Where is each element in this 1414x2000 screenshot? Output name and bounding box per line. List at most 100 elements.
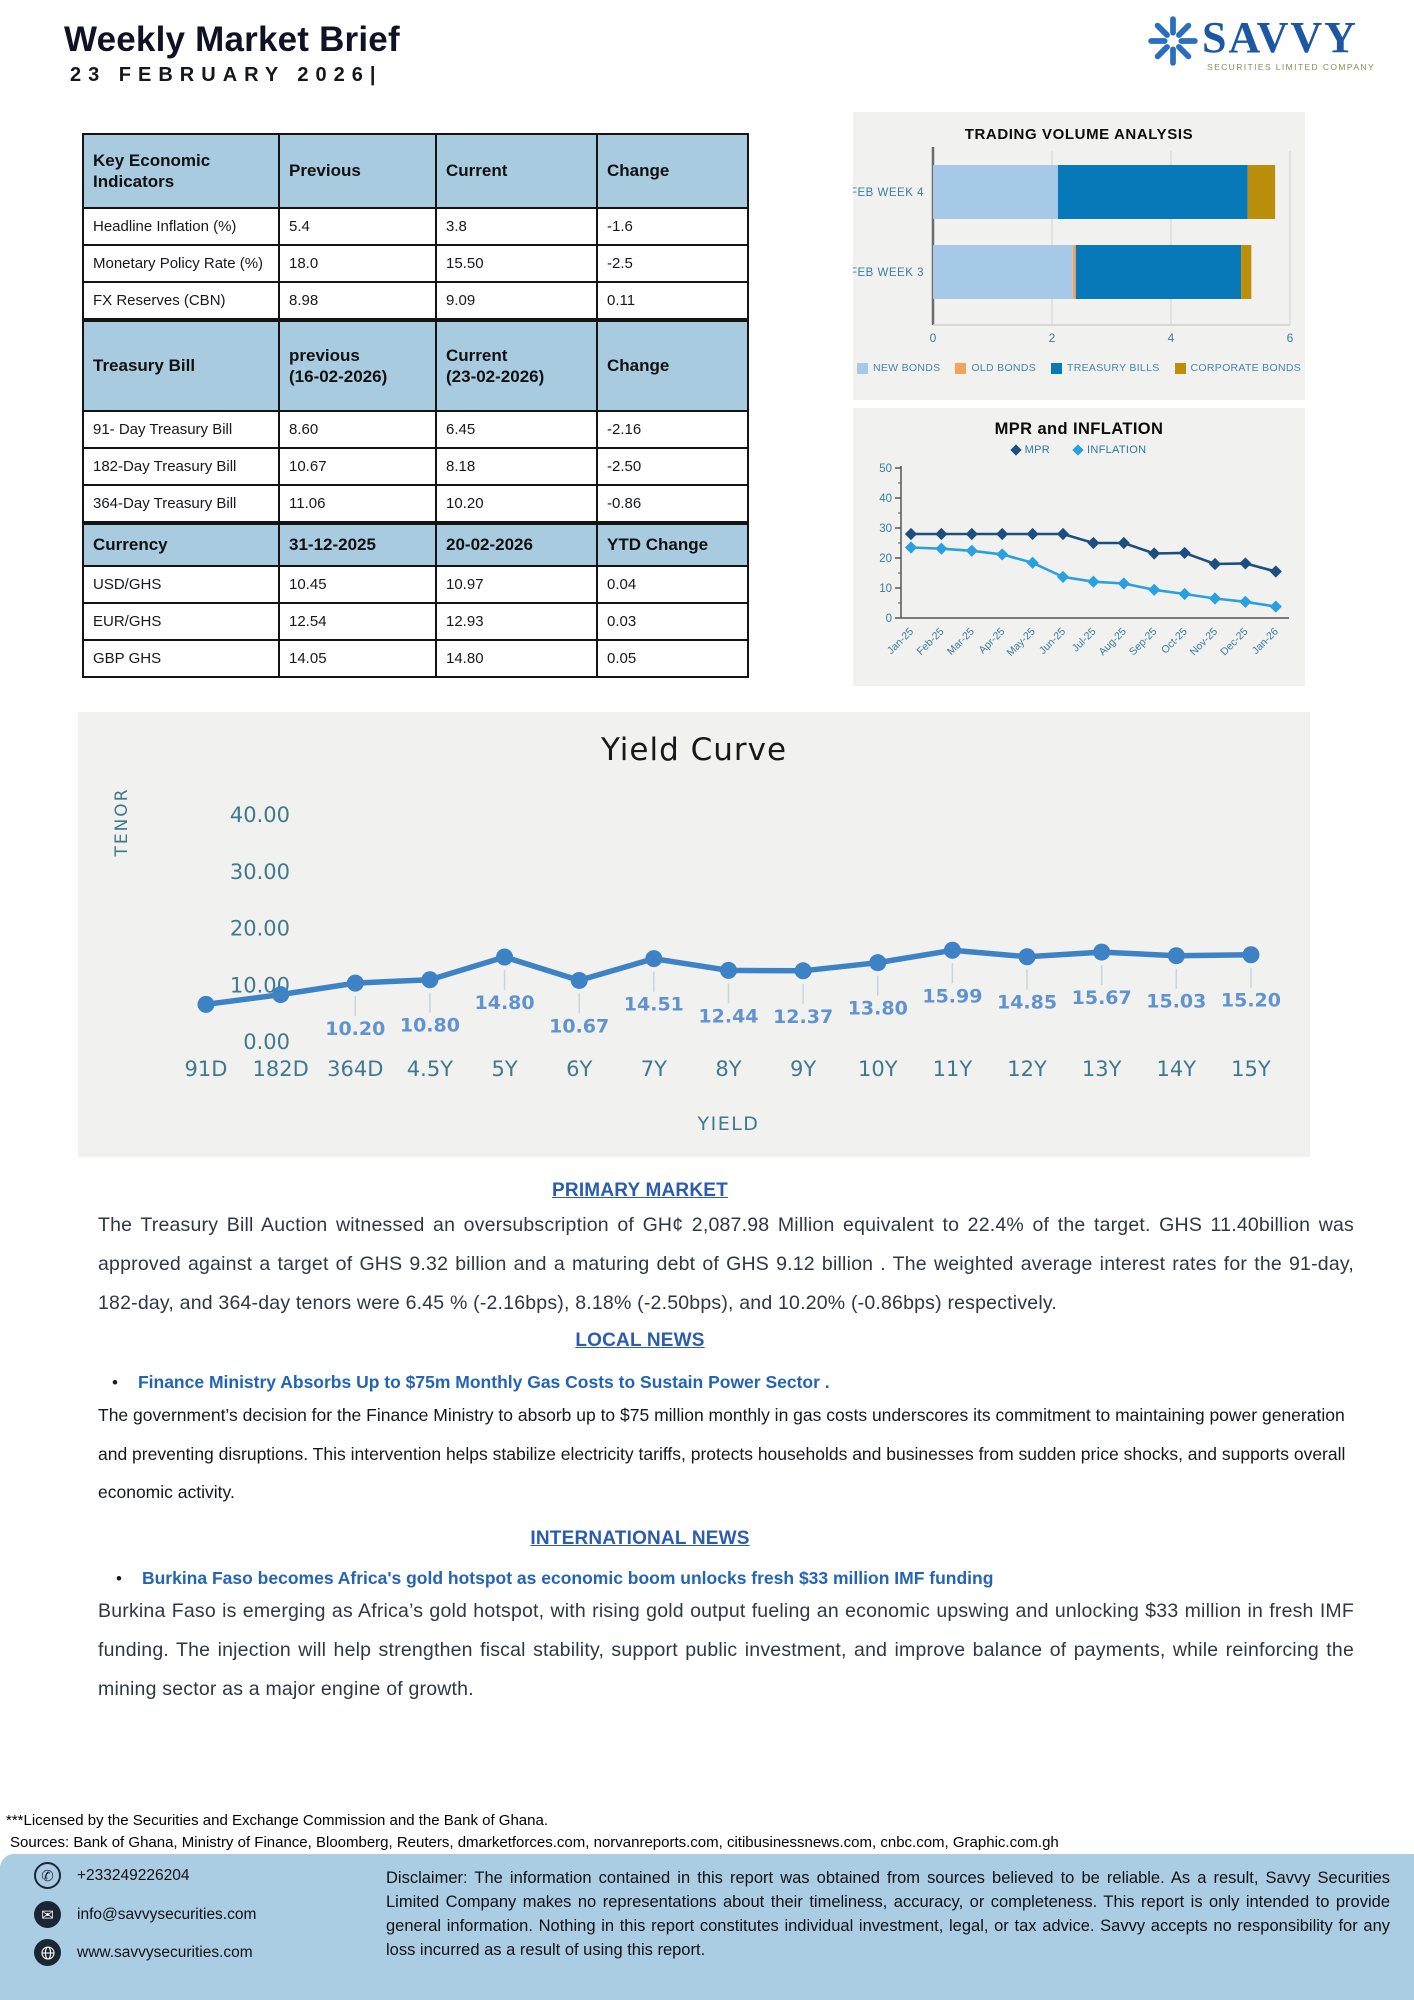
table-cell: 14.05 <box>278 639 437 678</box>
legend-swatch <box>1051 362 1062 374</box>
svg-text:12.37: 12.37 <box>773 1006 833 1028</box>
table-cell: 3.8 <box>435 207 598 246</box>
svg-text:182D: 182D <box>253 1057 309 1081</box>
table-row: 364-Day Treasury Bill 11.06 10.20 -0.86 <box>82 484 749 523</box>
table-header-cell: YTD Change <box>596 523 749 567</box>
bullet-icon: • <box>112 1373 118 1392</box>
trading-volume-svg: FEB WEEK 4 FEB WEEK 3 0 2 4 6 <box>853 147 1294 345</box>
primary-market-body: The Treasury Bill Auction witnessed an o… <box>98 1214 1354 1314</box>
yield-curve-chart: Yield Curve TENOR 0.00 10.00 20.00 30.00 40.… <box>78 712 1310 1157</box>
table-header-cell: Current <box>435 133 598 209</box>
svg-text:Mar-25: Mar-25 <box>945 626 977 658</box>
svg-text:14.80: 14.80 <box>475 992 535 1014</box>
svg-text:40: 40 <box>879 493 892 505</box>
svg-text:10.20: 10.20 <box>325 1018 385 1040</box>
svg-text:15Y: 15Y <box>1231 1057 1271 1081</box>
table-cell: 11.06 <box>278 484 437 523</box>
chart-title: Yield Curve <box>600 732 788 768</box>
chart-legend: MPR INFLATION <box>853 444 1305 456</box>
table-cell: 6.45 <box>435 410 598 449</box>
table-cell: 0.04 <box>596 565 749 604</box>
legend-label: TREASURY BILLS <box>1067 362 1160 374</box>
asterisk-logo-icon <box>1148 16 1198 66</box>
legend-swatch <box>856 362 868 374</box>
table-cell: 8.60 <box>278 410 437 449</box>
svg-text:15.67: 15.67 <box>1072 987 1132 1009</box>
svg-text:6: 6 <box>1287 331 1294 345</box>
table-cell: -2.50 <box>596 447 749 486</box>
table-row: EUR/GHS 12.54 12.93 0.03 <box>82 602 749 641</box>
table-header-cell: 20-02-2026 <box>435 523 598 567</box>
table-header-cell: Previous <box>278 133 437 209</box>
svg-text:13Y: 13Y <box>1082 1057 1122 1081</box>
table-row: GBP GHS 14.05 14.80 0.05 <box>82 639 749 678</box>
svg-text:YIELD: YIELD <box>697 1113 760 1135</box>
brand-logo: SAVVY SECURITIES LIMITED COMPANY <box>1148 16 1380 72</box>
table-cell: 364-Day Treasury Bill <box>82 484 280 523</box>
indicator-tables: Key Economic Indicators Previous Current Ch… <box>82 133 749 678</box>
svg-text:2: 2 <box>1049 331 1056 345</box>
key-economic-indicators-table: Key Economic Indicators Previous Current Ch… <box>82 133 749 320</box>
international-news-headline: • Burkina Faso becomes Africa's gold hot… <box>116 1568 994 1588</box>
legend-item: OLD BONDS <box>955 362 1036 374</box>
international-news-body: Burkina Faso is emerging as Africa’s gol… <box>98 1600 1354 1700</box>
svg-text:FEB WEEK 3: FEB WEEK 3 <box>853 267 924 279</box>
brand-tagline: SECURITIES LIMITED COMPANY <box>1207 62 1376 72</box>
table-row: Monetary Policy Rate (%) 18.0 15.50 -2.5 <box>82 244 749 283</box>
svg-text:4: 4 <box>1168 331 1175 345</box>
table-cell: USD/GHS <box>82 565 280 604</box>
table-row: 182-Day Treasury Bill 10.67 8.18 -2.50 <box>82 447 749 486</box>
svg-text:0: 0 <box>930 331 937 345</box>
international-news-heading: INTERNATIONAL NEWS <box>530 1528 750 1549</box>
sources-note: Sources: Bank of Ghana, Ministry of Fina… <box>10 1834 1059 1851</box>
svg-text:14.85: 14.85 <box>997 992 1057 1014</box>
table-header-cell: previous (16-02-2026) <box>278 320 437 412</box>
treasury-bill-table: Treasury Bill previous (16-02-2026) Curren… <box>82 320 749 523</box>
table-row: Headline Inflation (%) 5.4 3.8 -1.6 <box>82 207 749 246</box>
legend-swatch <box>955 362 967 374</box>
svg-text:14Y: 14Y <box>1157 1057 1197 1081</box>
svg-text:10.67: 10.67 <box>549 1015 609 1037</box>
svg-text:15.99: 15.99 <box>922 985 982 1007</box>
table-header-cell: Treasury Bill <box>82 320 280 412</box>
svg-text:10.80: 10.80 <box>400 1015 460 1037</box>
trading-volume-plot: FEB WEEK 4 FEB WEEK 3 0 2 4 6 <box>853 143 1305 349</box>
svg-text:Nov-25: Nov-25 <box>1188 626 1221 659</box>
table-header-cell: Key Economic Indicators <box>82 133 280 209</box>
table-cell: 0.05 <box>596 639 749 678</box>
table-row: FX Reserves (CBN) 8.98 9.09 0.11 <box>82 281 749 320</box>
svg-text:15.03: 15.03 <box>1146 991 1206 1013</box>
svg-text:30: 30 <box>879 523 892 535</box>
brand-name: SAVVY <box>1202 13 1358 62</box>
mpr-inflation-chart: MPR and INFLATION MPR INFLATION 0 10 20 30 40… <box>853 408 1305 686</box>
svg-text:12.44: 12.44 <box>698 1005 758 1027</box>
svg-text:Aug-25: Aug-25 <box>1096 626 1129 659</box>
svg-text:Feb-25: Feb-25 <box>915 626 947 658</box>
table-cell: -2.5 <box>596 244 749 283</box>
table-cell: 9.09 <box>435 281 598 320</box>
svg-text:Apr-25: Apr-25 <box>977 626 1008 657</box>
legend-swatch <box>1174 362 1186 374</box>
legend-item: INFLATION <box>1072 444 1146 456</box>
table-cell: 10.97 <box>435 565 598 604</box>
svg-text:10Y: 10Y <box>858 1057 898 1081</box>
y-axis-title: TENOR <box>112 787 132 857</box>
disclaimer-text: Disclaimer: The information contained in… <box>386 1869 1390 1959</box>
local-news-body: The government’s decision for the Financ… <box>98 1405 1346 1502</box>
svg-text:364D: 364D <box>327 1057 383 1081</box>
svg-text:30.00: 30.00 <box>230 860 290 884</box>
svg-text:91D: 91D <box>185 1057 228 1081</box>
legend-item: TREASURY BILLS <box>1051 362 1160 374</box>
svg-text:Jul-25: Jul-25 <box>1070 626 1099 655</box>
globe-icon <box>34 1939 61 1966</box>
bullet-icon: • <box>116 1569 122 1588</box>
page-title: Weekly Market Brief <box>64 20 400 59</box>
table-cell: -2.16 <box>596 410 749 449</box>
table-header-cell: 31-12-2025 <box>278 523 437 567</box>
phone-icon: ✆ <box>34 1862 61 1889</box>
local-news-heading: LOCAL NEWS <box>575 1330 705 1351</box>
svg-text:11Y: 11Y <box>933 1057 973 1081</box>
svg-text:15.20: 15.20 <box>1221 990 1281 1012</box>
table-cell: 8.98 <box>278 281 437 320</box>
